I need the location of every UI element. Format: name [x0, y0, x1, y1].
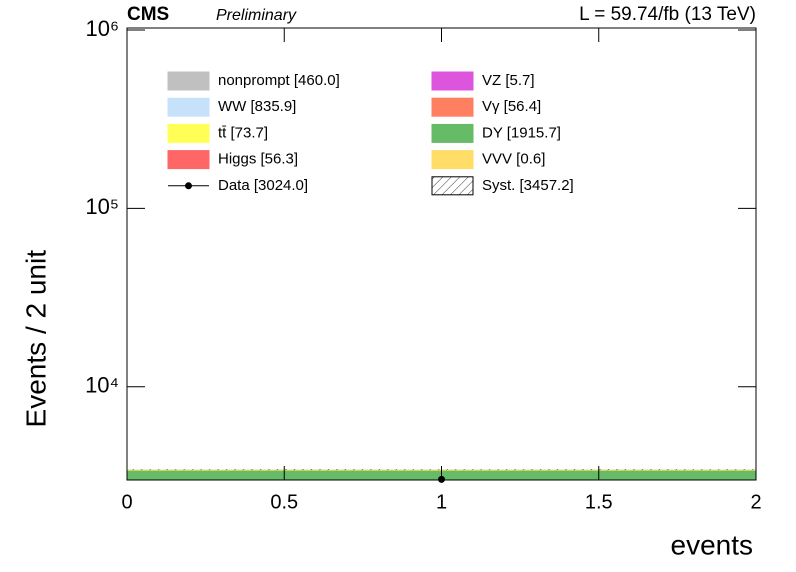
legend-swatch: [431, 123, 474, 143]
legend-label: VVV [0.6]: [482, 151, 545, 168]
plot-area: [127, 469, 756, 572]
legend-label: Data [3024.0]: [218, 177, 308, 194]
legend-swatch: [431, 71, 474, 91]
x-tick-label: 0.5: [270, 491, 298, 513]
legend-label: Higgs [56.3]: [218, 151, 298, 168]
stack-bar: [127, 538, 756, 541]
status-label: Preliminary: [216, 7, 297, 24]
plot-frame: [126, 27, 757, 481]
legend-swatch: [431, 150, 474, 170]
experiment-label: CMS: [127, 4, 169, 25]
legend-swatch: [167, 97, 210, 117]
x-axis-title: events: [671, 529, 754, 560]
legend-label: Syst. [3457.2]: [482, 177, 574, 194]
stack-bar: [127, 545, 756, 572]
legend-swatch: [167, 71, 210, 91]
legend-label: Vγ [56.4]: [482, 98, 541, 115]
legend-label: VZ [5.7]: [482, 72, 535, 89]
legend-swatch: [167, 150, 210, 170]
legend-label: tt̄ [73.7]: [218, 124, 268, 141]
lumi-label: L = 59.74/fb (13 TeV): [579, 4, 756, 25]
legend-label: DY [1915.7]: [482, 124, 561, 141]
stack-bar: [127, 534, 756, 537]
y-tick-label: 10⁶: [85, 16, 119, 41]
legend-label: WW [835.9]: [218, 98, 296, 115]
legend-swatch: [167, 123, 210, 143]
y-axis-title: Events / 2 unit: [20, 250, 51, 428]
legend-swatch: [431, 176, 474, 196]
legend-marker: [185, 182, 192, 190]
legend-label: nonprompt [460.0]: [218, 72, 340, 89]
y-tick-label: 10⁴: [85, 373, 119, 398]
x-tick-label: 2: [750, 491, 761, 513]
x-tick-label: 1: [436, 491, 447, 513]
legend-swatch: [431, 97, 474, 117]
y-tick-label: 10⁵: [85, 194, 119, 219]
stack-bar: [127, 541, 756, 545]
x-tick-label: 0: [121, 491, 132, 513]
x-tick-label: 1.5: [585, 491, 613, 513]
